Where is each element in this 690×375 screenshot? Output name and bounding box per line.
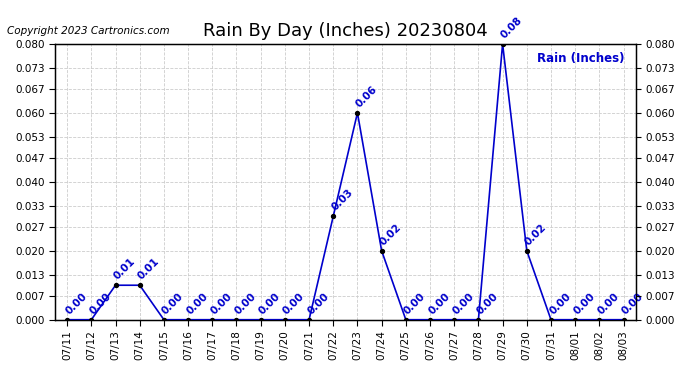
Point (231, 317, 242, 323)
Text: 0.00: 0.00 (233, 291, 258, 316)
Point (594, 317, 605, 323)
Point (304, 317, 315, 323)
Text: 0.00: 0.00 (88, 291, 113, 316)
Text: 0.00: 0.00 (595, 291, 621, 316)
Text: 0.02: 0.02 (378, 222, 403, 247)
Point (546, 317, 557, 323)
Point (255, 317, 266, 323)
Text: 0.00: 0.00 (160, 291, 186, 316)
Point (473, 317, 484, 323)
Text: 0.06: 0.06 (354, 84, 379, 110)
Text: 0.00: 0.00 (571, 291, 597, 316)
Point (86, 317, 97, 323)
Text: 0.00: 0.00 (402, 291, 428, 316)
Text: 0.00: 0.00 (184, 291, 210, 316)
Point (134, 282, 145, 288)
Point (497, 41, 508, 47)
Point (183, 317, 194, 323)
Point (207, 317, 218, 323)
Point (61, 317, 72, 323)
Text: 0.00: 0.00 (306, 291, 331, 316)
Text: 0.08: 0.08 (499, 15, 524, 40)
Point (618, 317, 629, 323)
Text: Rain (Inches): Rain (Inches) (537, 52, 624, 65)
Text: 0.01: 0.01 (136, 256, 161, 282)
Text: 0.00: 0.00 (257, 291, 282, 316)
Text: 0.00: 0.00 (63, 291, 89, 316)
Point (159, 317, 170, 323)
Text: 0.00: 0.00 (620, 291, 645, 316)
Text: 0.00: 0.00 (426, 291, 452, 316)
Text: 0.00: 0.00 (475, 291, 500, 316)
Text: 0.00: 0.00 (208, 291, 234, 316)
Point (352, 110, 363, 116)
Text: 0.02: 0.02 (523, 222, 549, 247)
Point (570, 317, 581, 323)
Text: 0.03: 0.03 (330, 188, 355, 213)
Text: 0.00: 0.00 (547, 291, 573, 316)
Text: 0.00: 0.00 (282, 291, 306, 316)
Text: 0.00: 0.00 (451, 291, 476, 316)
Point (279, 317, 290, 323)
Text: 0.01: 0.01 (112, 256, 137, 282)
Point (376, 248, 387, 254)
Title: Rain By Day (Inches) 20230804: Rain By Day (Inches) 20230804 (203, 21, 488, 39)
Point (110, 282, 121, 288)
Point (328, 213, 339, 219)
Point (400, 317, 411, 323)
Text: Copyright 2023 Cartronics.com: Copyright 2023 Cartronics.com (7, 26, 170, 36)
Point (521, 248, 532, 254)
Point (424, 317, 435, 323)
Point (448, 317, 460, 323)
